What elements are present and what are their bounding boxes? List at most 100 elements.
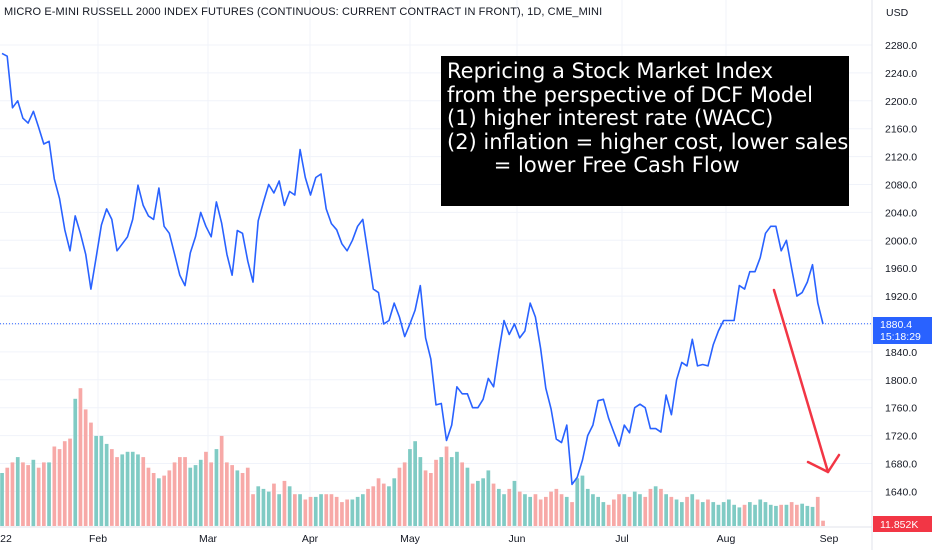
- y-tick-label: 2200.0: [885, 96, 917, 108]
- volume-bar: [460, 462, 464, 526]
- volume-bar: [653, 486, 658, 527]
- y-tick-label: 1800.0: [885, 375, 917, 387]
- volume-bar: [418, 457, 423, 526]
- volume-bar: [282, 480, 287, 526]
- x-tick-label: Mar: [199, 533, 218, 545]
- volume-bar: [62, 441, 67, 526]
- volume-bar: [167, 470, 172, 527]
- volume-bar: [15, 457, 20, 526]
- volume-bar: [240, 473, 245, 526]
- volume-bar: [178, 457, 182, 526]
- volume-bar: [340, 502, 344, 526]
- volume-bar: [768, 504, 773, 526]
- volume-bar: [402, 462, 407, 526]
- volume-bar: [538, 499, 543, 526]
- volume-bar: [549, 491, 553, 527]
- volume-bar: [486, 470, 491, 527]
- volume-bars: [0, 388, 825, 527]
- volume-bar: [423, 470, 428, 527]
- volume-bar: [638, 494, 642, 526]
- volume-bar: [319, 494, 323, 526]
- volume-bar: [789, 502, 794, 526]
- last-price-value: 1880.4: [880, 319, 912, 331]
- last-price-time: 15:18:29: [880, 331, 921, 343]
- volume-bar: [141, 457, 146, 526]
- red-arrow-shaft: [772, 288, 830, 474]
- volume-bar: [397, 467, 402, 526]
- volume-bar: [481, 478, 485, 526]
- volume-bar: [130, 451, 135, 526]
- volume-bar: [737, 507, 742, 526]
- volume-bar: [209, 462, 213, 526]
- volume-bar: [779, 504, 783, 526]
- volume-bar: [591, 494, 595, 526]
- y-tick-label: 2280.0: [885, 40, 917, 52]
- annotation-box: Repricing a Stock Market Index from the …: [441, 56, 849, 206]
- volume-bar: [512, 480, 517, 526]
- volume-bar: [554, 488, 559, 526]
- volume-bar: [700, 502, 705, 526]
- volume-bar: [622, 494, 627, 526]
- x-tick-label: Feb: [89, 533, 107, 545]
- volume-bar: [136, 454, 140, 526]
- volume-bar: [355, 496, 360, 527]
- annotation-line: from the perspective of DCF Model: [447, 82, 813, 107]
- y-tick-label: 2080.0: [885, 180, 917, 192]
- volume-bar: [277, 494, 281, 526]
- y-tick-label: 2120.0: [885, 152, 917, 164]
- volume-bar: [716, 504, 721, 526]
- volume-bar: [245, 467, 250, 526]
- volume-bar: [47, 462, 51, 526]
- volume-bar: [94, 435, 98, 526]
- volume-bar: [528, 496, 532, 527]
- annotation-line: = lower Free Cash Flow: [447, 153, 740, 177]
- last-volume-badge: 11.852K: [873, 516, 932, 532]
- volume-bar: [559, 494, 564, 526]
- volume-bar: [674, 499, 679, 526]
- volume-bar: [261, 488, 266, 526]
- y-tick-label: 1960.0: [885, 263, 917, 275]
- volume-bar: [685, 496, 689, 527]
- currency-label: USD: [886, 7, 909, 19]
- y-tick-label: 2040.0: [885, 207, 917, 219]
- volume-bar: [648, 488, 653, 526]
- volume-bar: [517, 491, 522, 527]
- volume-bar: [476, 480, 480, 526]
- x-tick-label: Apr: [302, 533, 319, 545]
- annotation-line: Repricing a Stock Market Index: [447, 59, 774, 83]
- volume-bar: [183, 457, 187, 526]
- volume-bar: [815, 496, 820, 527]
- volume-bar: [491, 483, 496, 526]
- volume-bar: [99, 435, 104, 526]
- volume-bar: [669, 496, 674, 527]
- volume-bar: [434, 459, 438, 527]
- volume-bar: [643, 496, 648, 527]
- volume-bar: [345, 499, 349, 526]
- volume-bar: [381, 483, 386, 526]
- volume-bar: [68, 438, 72, 526]
- volume-bar: [376, 478, 381, 526]
- volume-bar: [706, 499, 710, 526]
- volume-bar: [523, 494, 527, 526]
- chart-title: MICRO E-MINI RUSSELL 2000 INDEX FUTURES …: [4, 6, 603, 18]
- volume-bar: [470, 483, 475, 526]
- volume-bar: [10, 462, 15, 526]
- x-tick-label: May: [400, 533, 421, 545]
- volume-bar: [763, 502, 768, 526]
- volume-bar: [350, 499, 355, 526]
- volume-bar: [606, 504, 611, 526]
- volume-bar: [444, 446, 449, 526]
- volume-bar: [805, 505, 810, 526]
- last-price-badge: 1880.4 15:18:29: [873, 317, 932, 344]
- volume-bar: [758, 499, 763, 526]
- volume-bar: [78, 388, 83, 526]
- volume-bar: [89, 422, 93, 526]
- annotation-line: (1) higher interest rate (WACC): [447, 106, 774, 130]
- volume-bar: [544, 496, 548, 527]
- volume-bar: [627, 496, 632, 527]
- y-tick-label: 1680.0: [885, 459, 917, 471]
- volume-bar: [465, 467, 470, 526]
- volume-bar: [821, 520, 825, 526]
- volume-bar: [387, 486, 391, 527]
- volume-bar: [151, 473, 156, 526]
